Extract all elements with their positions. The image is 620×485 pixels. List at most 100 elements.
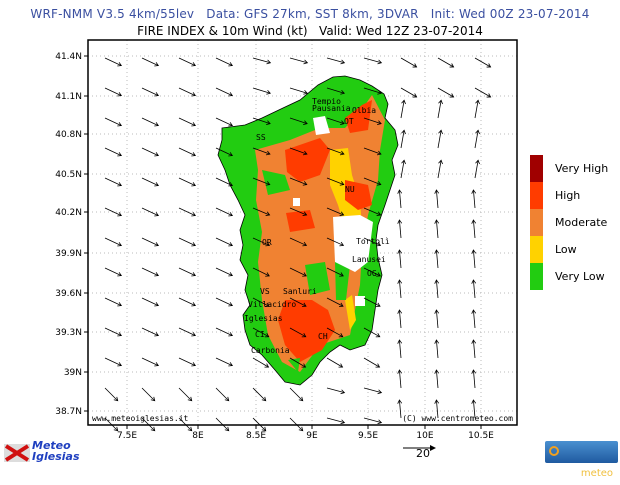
legend-item: High [530,182,608,209]
wind-arrow-icon [437,99,443,119]
wind-arrow-icon [289,147,308,156]
city-label: Sanluri [283,287,317,296]
wind-arrow-icon [178,147,197,157]
logo-icon [4,444,30,462]
wind-arrow-icon [326,297,344,307]
wind-arrow-icon [363,297,381,307]
wind-arrow-icon [178,57,197,67]
wind-arrow-icon [252,177,271,186]
city-label: NU [345,185,355,194]
wind-arrow-icon [363,357,381,368]
wind-arrow-icon [141,327,160,337]
wind-arrow-icon [474,159,480,179]
wind-arrow-icon [363,147,382,156]
wind-arrow-icon [289,327,307,338]
wind-arrow-icon [215,147,234,157]
wind-arrow-icon [397,369,403,389]
wind-arrow-icon [141,117,160,127]
wind-arrow-icon [397,309,403,329]
wind-arrow-icon [471,279,477,299]
wind-arrow-icon [178,387,193,402]
wind-arrow-icon [178,237,197,247]
wind-arrow-icon [252,297,270,307]
wind-arrow-icon [104,57,123,67]
wind-arrow-icon [215,237,234,247]
wind-arrow-icon [252,237,271,247]
wind-arrow-icon [437,129,443,149]
wind-arrow-icon [104,117,123,127]
wind-arrow-icon [363,387,383,395]
wind-arrow-icon [141,147,160,157]
lat-label: 39.6N [55,289,82,299]
wind-arrow-icon [474,129,480,149]
credit-right: (C) www.centrometeo.com [402,414,513,423]
wind-arrow-icon [141,387,156,402]
wind-arrow-icon [178,327,197,337]
wind-vectors [104,57,492,432]
wind-arrow-icon [178,177,197,187]
wind-arrow-icon [471,189,477,209]
wind-arrow-icon [104,357,123,367]
wind-arrow-icon [434,339,440,359]
wind-arrow-icon [434,249,440,269]
wind-arrow-icon [326,417,346,425]
city-label: CI [255,330,265,339]
wind-arrow-icon [326,177,345,186]
city-label: OG [367,269,377,278]
wind-arrow-icon [397,219,403,239]
wind-arrow-icon [104,237,123,247]
wind-arrow-icon [471,339,477,359]
city-label: Tempio [312,97,341,106]
wind-arrow-icon [252,357,270,368]
wind-arrow-icon [215,87,234,97]
meteo-iglesias-logo[interactable]: Meteo Iglesias [2,440,80,464]
wind-arrow-icon [326,387,346,395]
wind-arrow-icon [178,207,197,217]
wind-arrow-icon [178,357,197,367]
city-label: Tortolì [356,237,390,246]
wind-arrow-icon [434,279,440,299]
areas-high [278,100,372,362]
wind-arrow-icon [252,387,267,402]
wind-arrow-icon [215,357,234,367]
city-label: SS [256,133,266,142]
wind-arrow-icon [104,177,123,187]
wind-arrow-icon [252,87,271,95]
wind-arrow-icon [215,267,234,277]
wind-arrow-icon [252,117,271,125]
swatch-very-low [530,263,543,290]
wind-arrow-icon [104,207,123,217]
wind-arrow-icon [363,237,382,247]
wind-arrow-icon [400,87,418,98]
swatch-moderate [530,209,543,236]
wind-arrow-icon [437,87,455,98]
wind-arrow-icon [178,267,197,277]
wind-arrow-icon [289,297,307,307]
wind-arrow-icon [326,147,345,156]
city-label: Pausania [312,104,351,113]
city-label: Carbonia [251,346,290,355]
wind-arrow-icon [363,327,381,338]
wind-arrow-icon [471,219,477,239]
centrometeo-logo[interactable]: centrometeo [545,441,618,479]
wind-arrow-icon [289,87,308,95]
swatch-low [530,236,543,263]
wind-arrow-icon [363,87,382,95]
lat-label: 40.2N [55,208,82,218]
wind-arrow-icon [400,99,406,119]
wind-arrow-icon [326,207,345,216]
wind-arrow-icon [326,87,345,95]
swatch-high [530,182,543,209]
wind-arrow-icon [474,57,492,68]
wind-arrow-icon [397,189,403,209]
map-frame [87,39,518,426]
wind-arrow-icon [397,339,403,359]
wind-arrow-icon [400,57,418,68]
wind-arrow-icon [397,279,403,299]
lat-label: 40.5N [55,170,82,180]
longitude-labels: 7.5E 8E 8.5E 9E 9.5E 10E 10.5E [117,425,494,441]
wind-arrow-icon [437,159,443,179]
wind-arrow-icon [215,117,234,127]
wind-arrow-icon [289,117,308,125]
